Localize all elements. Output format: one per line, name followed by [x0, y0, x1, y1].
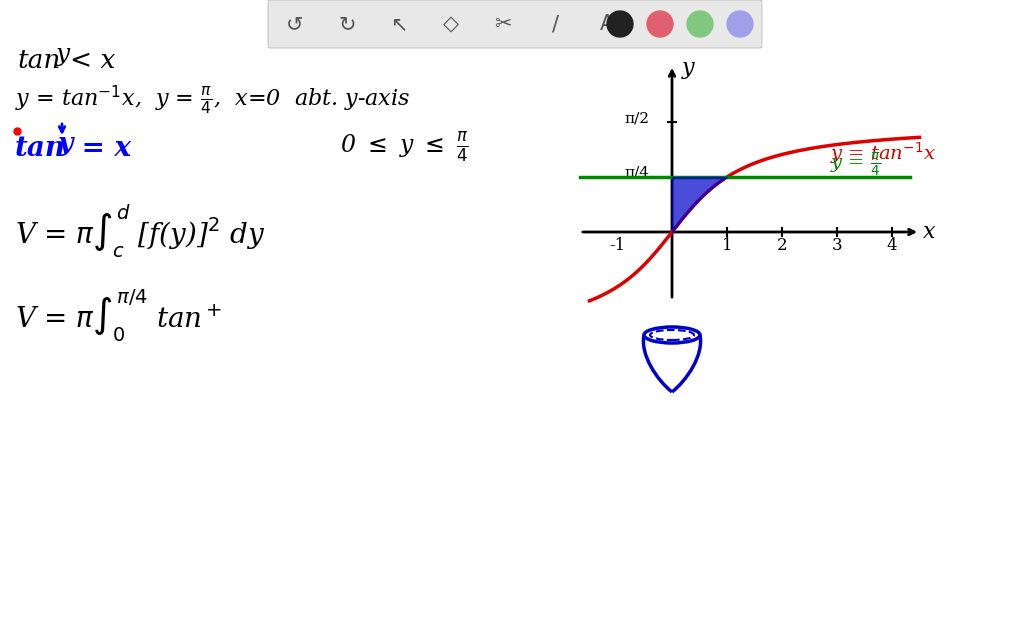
Text: 4: 4	[887, 237, 897, 254]
Text: y = tan$^{-1}$x: y = tan$^{-1}$x	[830, 140, 936, 166]
Text: y = $\frac{\pi}{4}$: y = $\frac{\pi}{4}$	[830, 151, 882, 179]
Text: 3: 3	[831, 237, 843, 254]
Circle shape	[647, 11, 673, 37]
Text: π/4: π/4	[625, 166, 649, 180]
Text: π/2: π/2	[625, 111, 649, 125]
Text: ↖: ↖	[390, 14, 408, 34]
Text: 1: 1	[722, 237, 732, 254]
Text: A: A	[600, 14, 614, 34]
Text: tan: tan	[18, 48, 61, 73]
Text: /: /	[552, 14, 558, 34]
Text: V = $\pi\int_0^{\pi/4}$ tan$^+$: V = $\pi\int_0^{\pi/4}$ tan$^+$	[15, 288, 222, 344]
Text: < x: < x	[70, 48, 116, 73]
Text: ✂: ✂	[495, 14, 512, 34]
Text: = x: = x	[72, 135, 131, 162]
Circle shape	[687, 11, 713, 37]
Text: ⬛: ⬛	[652, 14, 666, 34]
Text: V = $\pi\int_c^d$ [f(y)]$^2$ dy: V = $\pi\int_c^d$ [f(y)]$^2$ dy	[15, 202, 265, 260]
Text: ◇: ◇	[443, 14, 459, 34]
Text: ↺: ↺	[287, 14, 304, 34]
Text: y = tan$^{-1}$x,  y = $\frac{\pi}{4}$,  x=0  abt. y-axis: y = tan$^{-1}$x, y = $\frac{\pi}{4}$, x=…	[15, 83, 411, 117]
Circle shape	[607, 11, 633, 37]
Text: y: y	[56, 43, 70, 66]
Text: 0 $\leq$ y $\leq$ $\frac{\pi}{4}$: 0 $\leq$ y $\leq$ $\frac{\pi}{4}$	[340, 131, 469, 165]
Text: ↻: ↻	[338, 14, 355, 34]
Circle shape	[727, 11, 753, 37]
FancyBboxPatch shape	[268, 0, 762, 48]
Text: 2: 2	[776, 237, 787, 254]
Text: tan: tan	[15, 135, 66, 162]
Text: y: y	[682, 57, 694, 79]
Text: y: y	[57, 130, 73, 155]
Text: x: x	[923, 221, 936, 243]
Text: -1: -1	[609, 237, 625, 254]
